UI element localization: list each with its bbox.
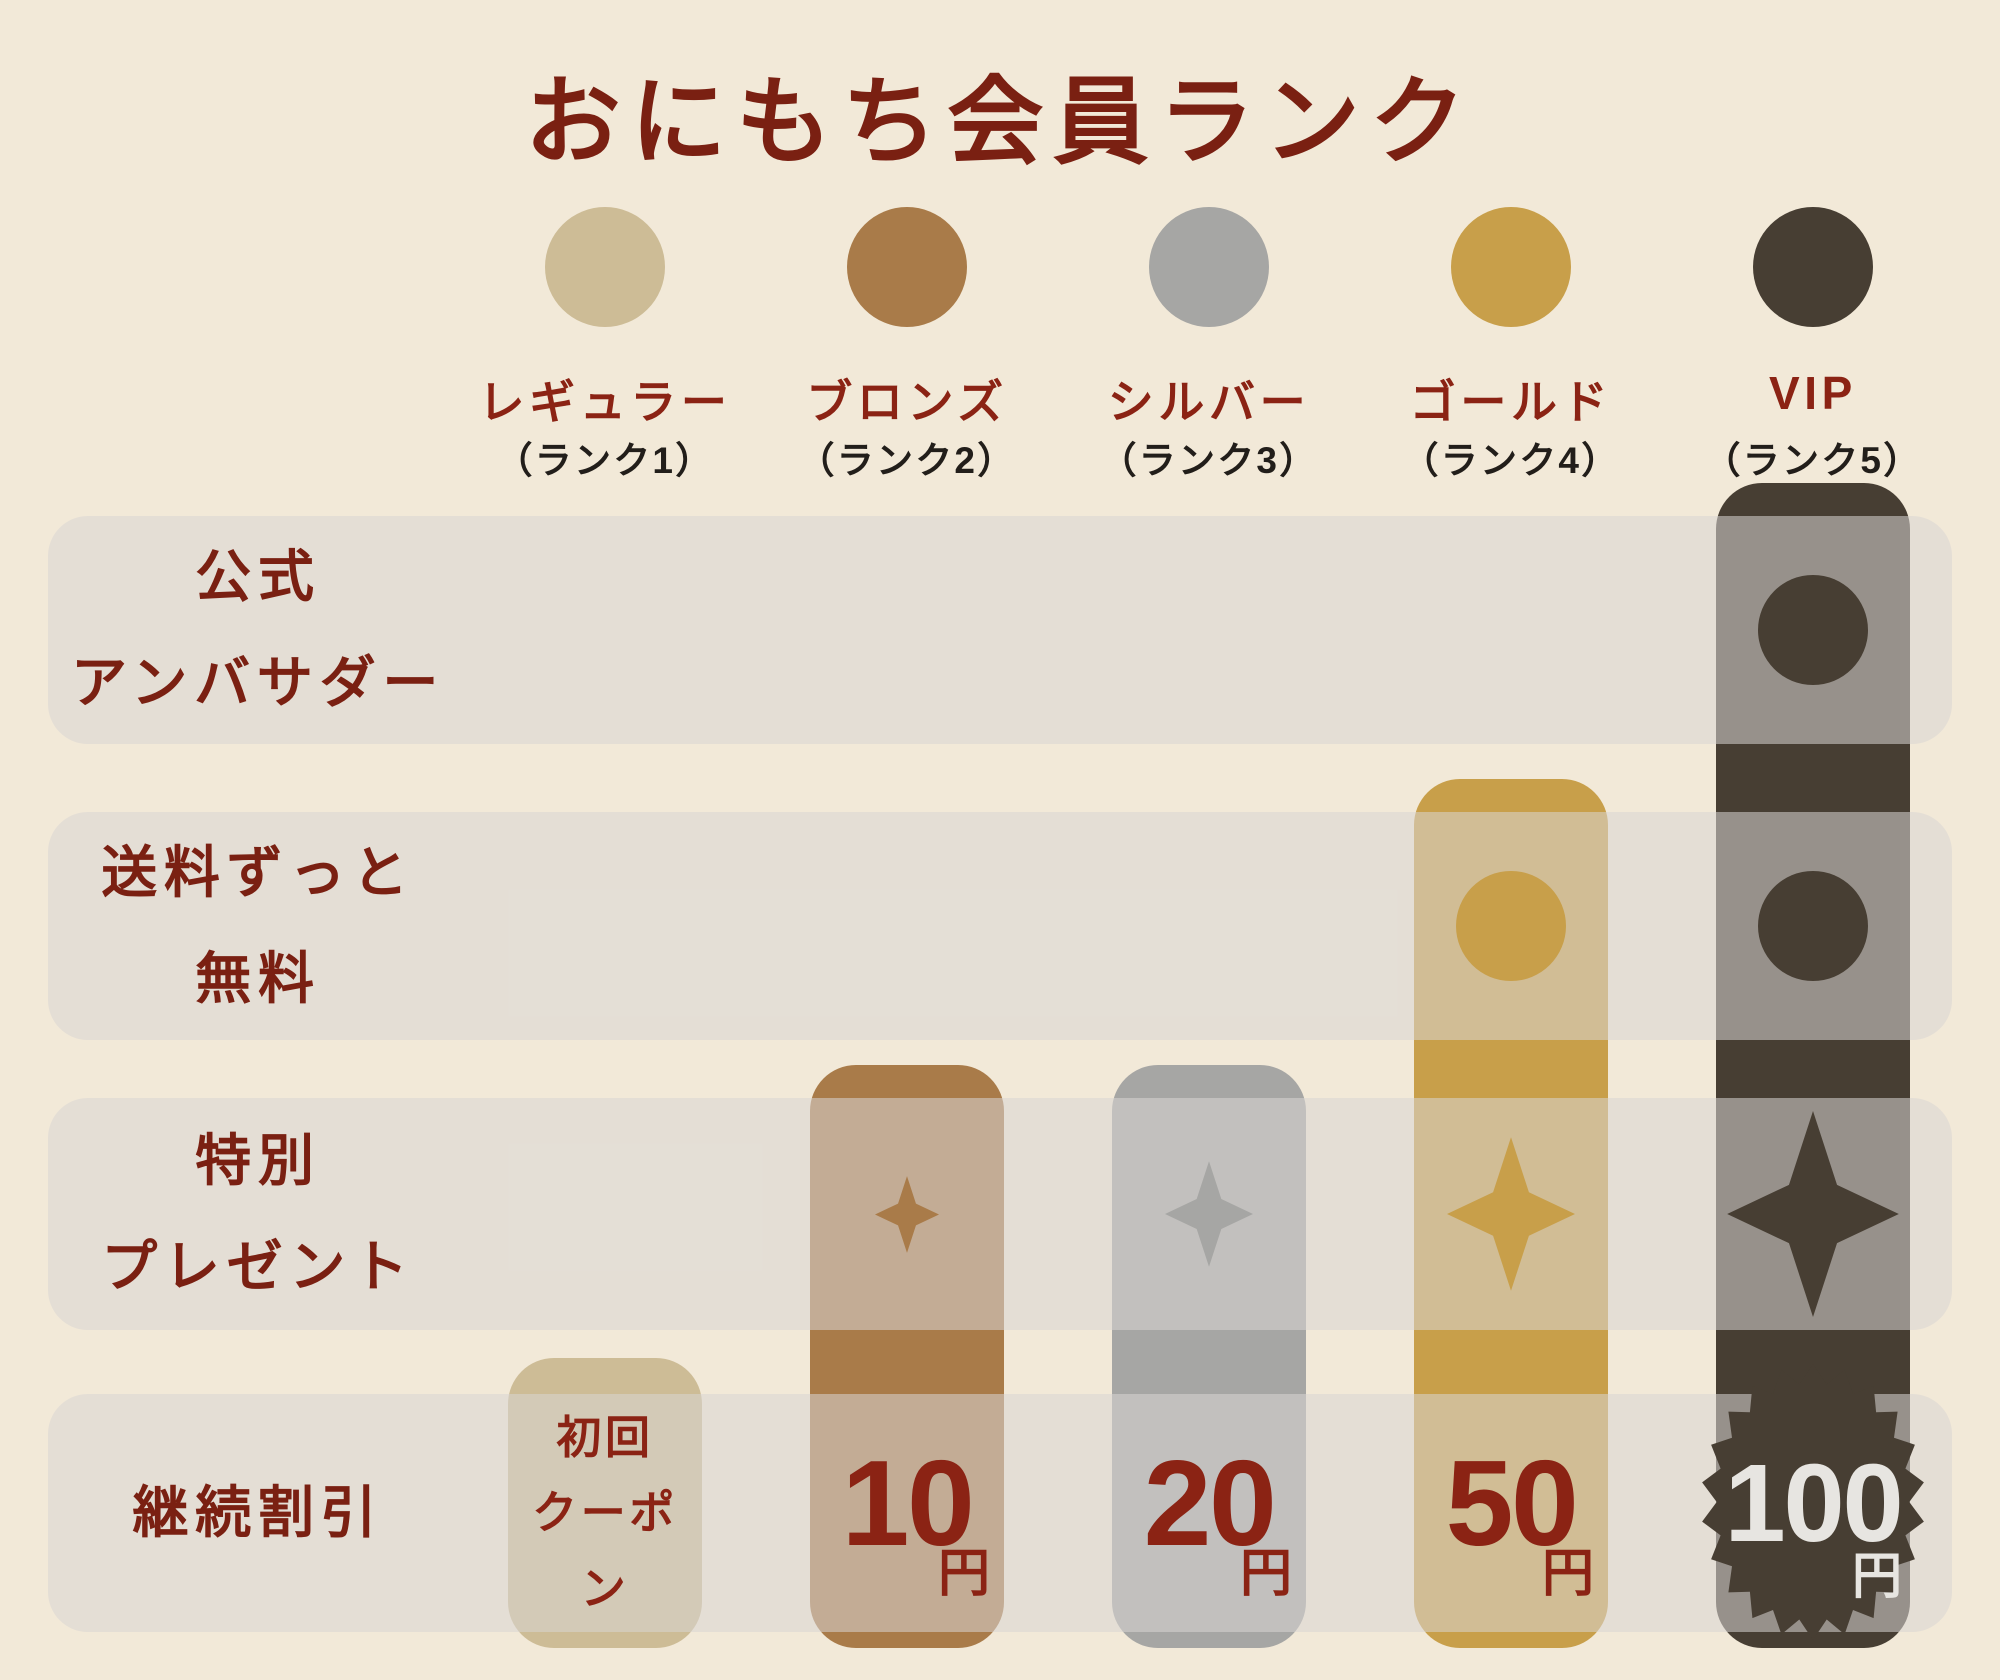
row-label-ambassador: 公式 アンバサダー xyxy=(58,516,458,744)
row-label-line: 無料 xyxy=(195,947,321,1010)
rank-level-note: （ランク5） xyxy=(1703,440,1923,481)
discount-unit: 円 xyxy=(1852,1548,1902,1604)
discount-value-bronze: 10 円 xyxy=(810,1394,1004,1632)
ambassador-vip-circle-icon xyxy=(1758,575,1868,685)
discount-amount: 10 xyxy=(841,1435,975,1571)
rank-badge-circle-icon xyxy=(847,207,967,327)
benefit-band-discount xyxy=(48,1394,1952,1632)
rank-level-note: （ランク1） xyxy=(495,440,715,481)
discount-amount: 100 xyxy=(1724,1441,1904,1565)
vip-starburst-seal-icon xyxy=(1702,1364,1924,1640)
row-label-line: アンバサダー xyxy=(70,651,446,714)
row-label-line: 公式 xyxy=(195,544,321,608)
row-label-line: 特別 xyxy=(195,1128,321,1192)
rank-name: シルバー xyxy=(1107,376,1311,428)
present-gold-sparkle-icon xyxy=(1447,1137,1575,1291)
discount-unit: 円 xyxy=(937,1545,990,1603)
benefit-band-present xyxy=(48,1098,1952,1330)
row-label-line: 継続割引 xyxy=(132,1480,384,1544)
rank-name: ブロンズ xyxy=(806,376,1008,428)
rank-level-note: （ランク2） xyxy=(797,440,1017,481)
rank-name: レギュラー xyxy=(478,376,732,428)
free-shipping-vip-circle-icon xyxy=(1758,871,1868,981)
rank-badge-circle-icon xyxy=(1149,207,1269,327)
coupon-line: クーポン xyxy=(532,1487,678,1614)
row-label-present: 特別 プレゼント xyxy=(58,1098,458,1330)
rank-name: VIP xyxy=(1769,367,1857,419)
coupon-line: 初回 xyxy=(556,1411,654,1463)
present-silver-sparkle-icon xyxy=(1165,1161,1253,1267)
row-label-discount: 継続割引 xyxy=(58,1394,458,1632)
row-label-line: プレゼント xyxy=(101,1235,415,1298)
benefit-band-ambassador xyxy=(48,516,1952,744)
rank-name: ゴールド xyxy=(1409,376,1613,428)
present-vip-sparkle-icon xyxy=(1727,1111,1899,1317)
rank-badge-circle-icon xyxy=(545,207,665,327)
row-label-free-shipping: 送料ずっと 無料 xyxy=(58,812,458,1040)
benefit-band-free-shipping xyxy=(48,812,1952,1040)
discount-amount: 20 xyxy=(1143,1435,1277,1571)
discount-amount: 50 xyxy=(1445,1435,1579,1571)
row-label-line: 送料ずっと xyxy=(101,840,415,904)
present-bronze-sparkle-icon xyxy=(875,1176,939,1253)
discount-value-silver: 20 円 xyxy=(1112,1394,1306,1632)
discount-value-gold: 50 円 xyxy=(1414,1394,1608,1632)
rank-badge-circle-icon xyxy=(1451,207,1571,327)
discount-value-regular: 初回 クーポン xyxy=(508,1394,702,1632)
discount-unit: 円 xyxy=(1541,1545,1594,1603)
discount-unit: 円 xyxy=(1239,1545,1292,1603)
discount-value-vip: 100 円 xyxy=(1716,1394,1910,1632)
rank-level-note: （ランク3） xyxy=(1099,440,1319,481)
free-shipping-gold-circle-icon xyxy=(1456,871,1566,981)
page-title: おにもち会員ランク xyxy=(524,69,1476,176)
rank-level-note: （ランク4） xyxy=(1401,440,1621,481)
rank-badge-circle-icon xyxy=(1753,207,1873,327)
